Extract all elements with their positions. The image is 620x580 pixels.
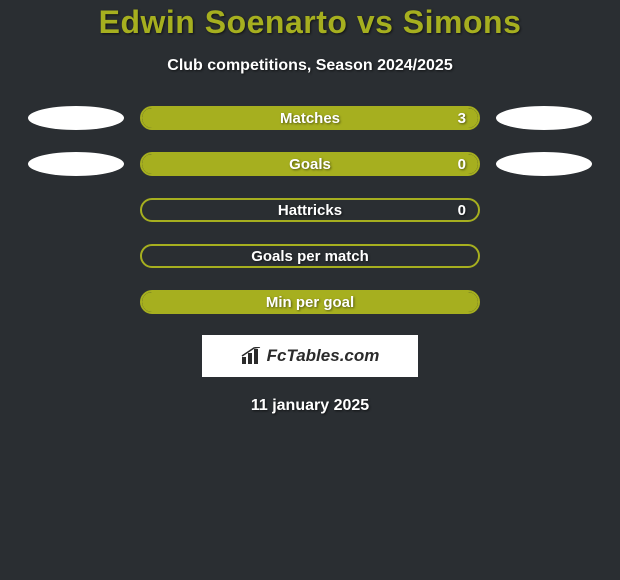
logo: FcTables.com [241, 346, 380, 366]
stat-label: Min per goal [142, 292, 478, 312]
stat-bar: Hattricks0 [140, 198, 480, 222]
logo-box: FcTables.com [202, 335, 418, 377]
player-ellipse-right [496, 106, 592, 130]
stats-card: Edwin Soenarto vs Simons Club competitio… [0, 0, 620, 580]
subtitle: Club competitions, Season 2024/2025 [0, 57, 620, 75]
bars-icon [241, 347, 263, 365]
stat-bar: Goals per match [140, 244, 480, 268]
stat-row: Min per goal [0, 289, 620, 315]
stat-bar: Matches3 [140, 106, 480, 130]
date: 11 january 2025 [0, 397, 620, 415]
stat-bar: Goals0 [140, 152, 480, 176]
stat-label: Goals [142, 154, 478, 174]
stat-label: Hattricks [142, 200, 478, 220]
player-ellipse-left [28, 152, 124, 176]
stat-row: Matches3 [0, 105, 620, 131]
stats-list: Matches3Goals0Hattricks0Goals per matchM… [0, 105, 620, 315]
player-ellipse-right [496, 152, 592, 176]
logo-text: FcTables.com [267, 346, 380, 366]
stat-label: Goals per match [142, 246, 478, 266]
player-ellipse-left [28, 106, 124, 130]
stat-row: Goals0 [0, 151, 620, 177]
stat-bar: Min per goal [140, 290, 480, 314]
stat-value: 3 [458, 108, 466, 128]
title: Edwin Soenarto vs Simons [0, 4, 620, 41]
stat-value: 0 [458, 154, 466, 174]
stat-label: Matches [142, 108, 478, 128]
stat-value: 0 [458, 200, 466, 220]
stat-row: Hattricks0 [0, 197, 620, 223]
stat-row: Goals per match [0, 243, 620, 269]
